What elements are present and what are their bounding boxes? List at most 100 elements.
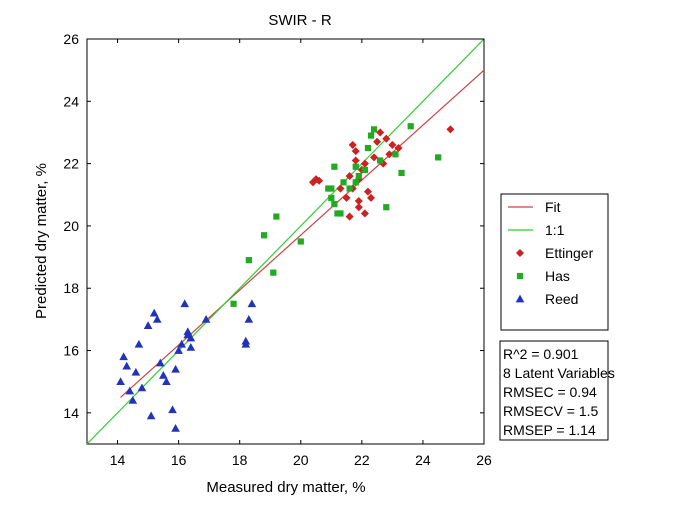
stats-line: RMSEP = 1.14 <box>503 422 596 438</box>
legend-box <box>500 193 609 331</box>
axis-ticks: 14 16 18 20 22 24 26 14 16 18 20 22 24 26 <box>63 31 492 468</box>
point-has <box>392 151 399 158</box>
point-ettinger <box>370 153 379 162</box>
point-ettinger <box>373 137 382 146</box>
point-reed <box>186 343 196 351</box>
y-tick-label: 24 <box>63 93 79 109</box>
point-reed <box>162 377 171 386</box>
x-tick-label: 14 <box>110 452 126 468</box>
line-one-to-one <box>87 39 484 444</box>
point-has <box>261 232 268 239</box>
x-axis-title: Measured dry matter, % <box>206 479 365 496</box>
legend-label: Has <box>545 268 570 284</box>
point-has <box>337 210 344 217</box>
point-ettinger <box>315 176 324 185</box>
point-has <box>364 144 372 152</box>
point-has <box>367 132 375 139</box>
point-ettinger <box>345 212 354 221</box>
stats-line: RMSECV = 1.5 <box>503 403 599 419</box>
point-reed <box>177 339 186 348</box>
point-reed <box>146 411 156 420</box>
y-tick-label: 18 <box>63 280 79 296</box>
point-reed <box>131 367 141 376</box>
point-reed <box>116 377 125 386</box>
point-has <box>230 300 237 307</box>
point-reed <box>119 352 128 361</box>
point-ettinger <box>382 134 391 143</box>
point-has <box>383 204 390 211</box>
point-ettinger <box>345 172 354 181</box>
point-has <box>355 172 362 180</box>
point-has <box>331 201 338 208</box>
point-has <box>340 179 347 186</box>
point-has <box>328 185 335 192</box>
point-reed <box>155 358 165 367</box>
x-tick-label: 24 <box>415 452 431 468</box>
point-ettinger <box>360 209 369 218</box>
data-points <box>116 123 455 432</box>
point-reed <box>174 346 183 354</box>
point-ettinger <box>354 203 363 212</box>
stats-line: RMSEC = 0.94 <box>503 384 597 400</box>
point-reed <box>122 361 132 370</box>
point-reed <box>171 364 180 373</box>
point-reed <box>201 314 211 323</box>
point-has <box>328 194 335 201</box>
legend-label: Reed <box>545 291 578 307</box>
point-reed <box>171 424 180 432</box>
stats-line: R^2 = 0.901 <box>503 346 579 362</box>
x-tick-label: 18 <box>232 452 248 468</box>
point-has <box>398 169 405 177</box>
point-reed <box>247 299 257 308</box>
point-ettinger <box>351 147 360 156</box>
point-ettinger <box>446 125 455 134</box>
point-reed <box>244 314 254 323</box>
y-tick-label: 22 <box>63 156 79 172</box>
point-ettinger <box>342 193 351 202</box>
point-has <box>270 269 277 276</box>
y-tick-label: 14 <box>63 405 79 421</box>
y-tick-label: 16 <box>63 343 79 359</box>
stats-line: 8 Latent Variables <box>503 365 615 381</box>
chart-title: SWIR - R <box>268 12 331 29</box>
point-has <box>435 154 442 161</box>
point-has <box>273 213 280 220</box>
point-has <box>377 157 384 164</box>
legend-marker-reed <box>515 294 525 303</box>
point-ettinger <box>363 187 372 196</box>
point-has <box>370 126 378 133</box>
point-ettinger <box>336 184 345 193</box>
point-ettinger <box>348 140 357 149</box>
point-has <box>361 166 369 173</box>
y-axis-title: Predicted dry matter, % <box>33 163 50 319</box>
x-tick-label: 26 <box>476 452 492 468</box>
point-reed <box>168 405 177 414</box>
point-reed <box>186 333 196 342</box>
point-ettinger <box>354 196 363 206</box>
legend-marker-has <box>516 272 524 280</box>
point-ettinger <box>388 140 397 149</box>
point-reed <box>183 327 193 336</box>
legend-label: Ettinger <box>545 245 594 261</box>
stats-box: R^2 = 0.901 8 Latent Variables RMSEC = 0.9… <box>499 340 615 441</box>
y-tick-label: 20 <box>63 218 79 234</box>
point-reed <box>152 314 162 323</box>
point-has <box>331 163 338 170</box>
legend-marker-ettinger <box>515 248 525 258</box>
point-reed <box>180 299 190 308</box>
legend-label: 1:1 <box>545 222 565 238</box>
point-reed <box>159 371 168 379</box>
point-has <box>407 123 414 130</box>
point-reed <box>241 339 251 348</box>
point-reed <box>149 308 159 317</box>
point-has <box>245 257 252 264</box>
y-tick-label: 26 <box>63 31 79 47</box>
x-tick-label: 22 <box>354 452 370 468</box>
point-reed <box>134 339 144 348</box>
point-ettinger <box>376 128 385 137</box>
point-reed <box>128 395 138 404</box>
x-tick-label: 16 <box>171 452 187 468</box>
point-ettinger <box>385 150 394 159</box>
legend-label: Fit <box>545 199 561 215</box>
